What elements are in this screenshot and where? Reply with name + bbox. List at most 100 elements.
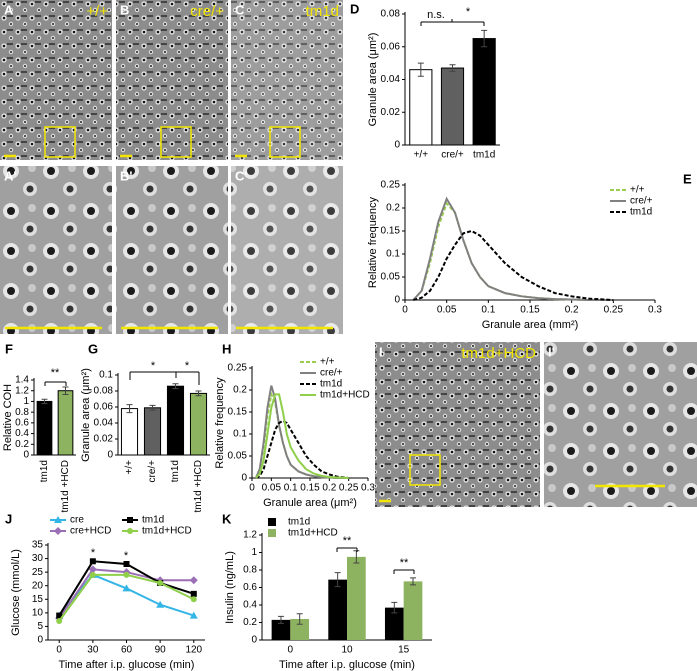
x-tick-label: +/+ (414, 150, 429, 161)
error-bar (410, 577, 417, 586)
y-tick-label: 0.6 (243, 582, 257, 593)
error-bar (449, 64, 456, 72)
marker (123, 571, 130, 578)
x-tick-label: 0.15 (520, 305, 540, 316)
legend-label: tm1d (142, 515, 164, 526)
x-tick-label: 0.1 (284, 483, 298, 494)
x-axis-label: Granule area (μm²) (263, 497, 357, 509)
x-tick-label: tm1d (39, 460, 50, 482)
x-tick-label: 0.15 (300, 483, 320, 494)
y-tick-label: 0.04 (381, 74, 401, 85)
y-tick-label: 20 (32, 580, 44, 591)
legend-label: +/+ (320, 357, 335, 368)
x-tick-label: 0 (249, 483, 255, 494)
y-tick-label: 0.4 (15, 428, 29, 439)
error-bar (195, 390, 202, 397)
scale-bars (4, 154, 665, 503)
image-caption: +/+ (86, 3, 108, 20)
image-caption: tm1d+HCD (461, 345, 536, 362)
marker (190, 596, 197, 603)
bar (189, 392, 208, 456)
y-tick-label: 35 (32, 540, 44, 551)
y-tick-label: 0.02 (94, 434, 114, 445)
bar (271, 619, 291, 640)
x-tick-label: cre/+ (441, 150, 464, 161)
y-tick-label: 5 (37, 621, 43, 632)
micrographs (0, 0, 697, 507)
bar (166, 385, 185, 456)
marker (56, 618, 63, 624)
x-tick-label: 0 (402, 305, 408, 316)
series-line (412, 201, 614, 301)
micrograph (0, 0, 112, 160)
legend-label: cre+HCD (70, 526, 111, 537)
legend-label: tm1d+HCD (320, 390, 370, 401)
x-tick-label: 0.2 (565, 305, 579, 316)
annotation: ** (343, 535, 352, 547)
x-tick-label: 0.1 (481, 305, 495, 316)
y-tick-label: 1 (251, 547, 257, 558)
annotation: ** (400, 557, 409, 569)
x-tick-label: tm1d +HCD (60, 460, 71, 513)
marker (56, 612, 63, 619)
marker (54, 516, 62, 523)
y-axis-label: Granule area (μm²) (367, 33, 379, 127)
x-tick-label: 0.05 (262, 483, 282, 494)
marker (123, 561, 130, 567)
x-axis-label: Time after i.p. glucose (min) (279, 659, 415, 671)
y-tick-label: 15 (32, 594, 44, 605)
panel-label: B (120, 2, 129, 17)
y-tick-label: 0.1 (99, 370, 113, 381)
error-bar (172, 383, 179, 390)
marker (156, 600, 165, 608)
bar (36, 400, 53, 456)
y-tick-label: 0.1 (386, 249, 400, 260)
y-tick-label: 0 (37, 635, 43, 646)
legend-label: cre/+ (630, 196, 653, 207)
y-tick-label: 0 (241, 473, 247, 484)
y-tick-label: 0.6 (15, 417, 29, 428)
micrograph (116, 166, 228, 334)
marker (127, 528, 133, 534)
y-axis-label: Glucose (mmol/L) (10, 549, 22, 636)
panel-label: B' (120, 168, 132, 183)
y-tick-label: 0 (23, 450, 29, 461)
error-bar (62, 386, 69, 395)
bar (328, 579, 347, 640)
marker (127, 517, 133, 523)
panel-label: C' (235, 168, 247, 183)
x-axis-label: Time after i.p. glucose (min) (59, 659, 195, 671)
bar (120, 408, 139, 456)
bar (403, 581, 423, 640)
bar (472, 38, 496, 146)
bar (440, 67, 465, 146)
y-tick-label: 1.4 (15, 375, 29, 386)
y-tick-label: 0.25 (381, 180, 401, 191)
x-tick-label: 60 (121, 645, 133, 656)
y-tick-label: 0.05 (381, 272, 401, 283)
legend-label: cre (70, 515, 84, 526)
y-tick-label: 0 (107, 450, 113, 461)
marker (190, 590, 197, 597)
x-tick-label: 15 (398, 645, 410, 656)
marker (54, 527, 62, 535)
error-bar (481, 29, 488, 48)
x-tick-label: +/+ (124, 460, 135, 475)
y-tick-label: 25 (32, 567, 44, 578)
y-tick-label: 0.4 (243, 600, 257, 611)
legend-label: cre/+ (320, 368, 343, 379)
y-tick-label: 30 (32, 553, 44, 564)
x-tick-label: 0.25 (604, 305, 624, 316)
image-caption: tm1d (306, 3, 339, 20)
y-tick-label: 0.05 (228, 451, 248, 462)
annotation: * (466, 6, 471, 18)
marker (122, 584, 131, 592)
annotation: * (124, 550, 129, 562)
panel-label: D (350, 1, 359, 16)
legend-swatch (268, 518, 276, 526)
panel-label: H (222, 341, 231, 356)
bar (290, 619, 310, 640)
marker (88, 565, 97, 574)
image-caption: cre/+ (190, 3, 224, 20)
marker (189, 576, 198, 585)
